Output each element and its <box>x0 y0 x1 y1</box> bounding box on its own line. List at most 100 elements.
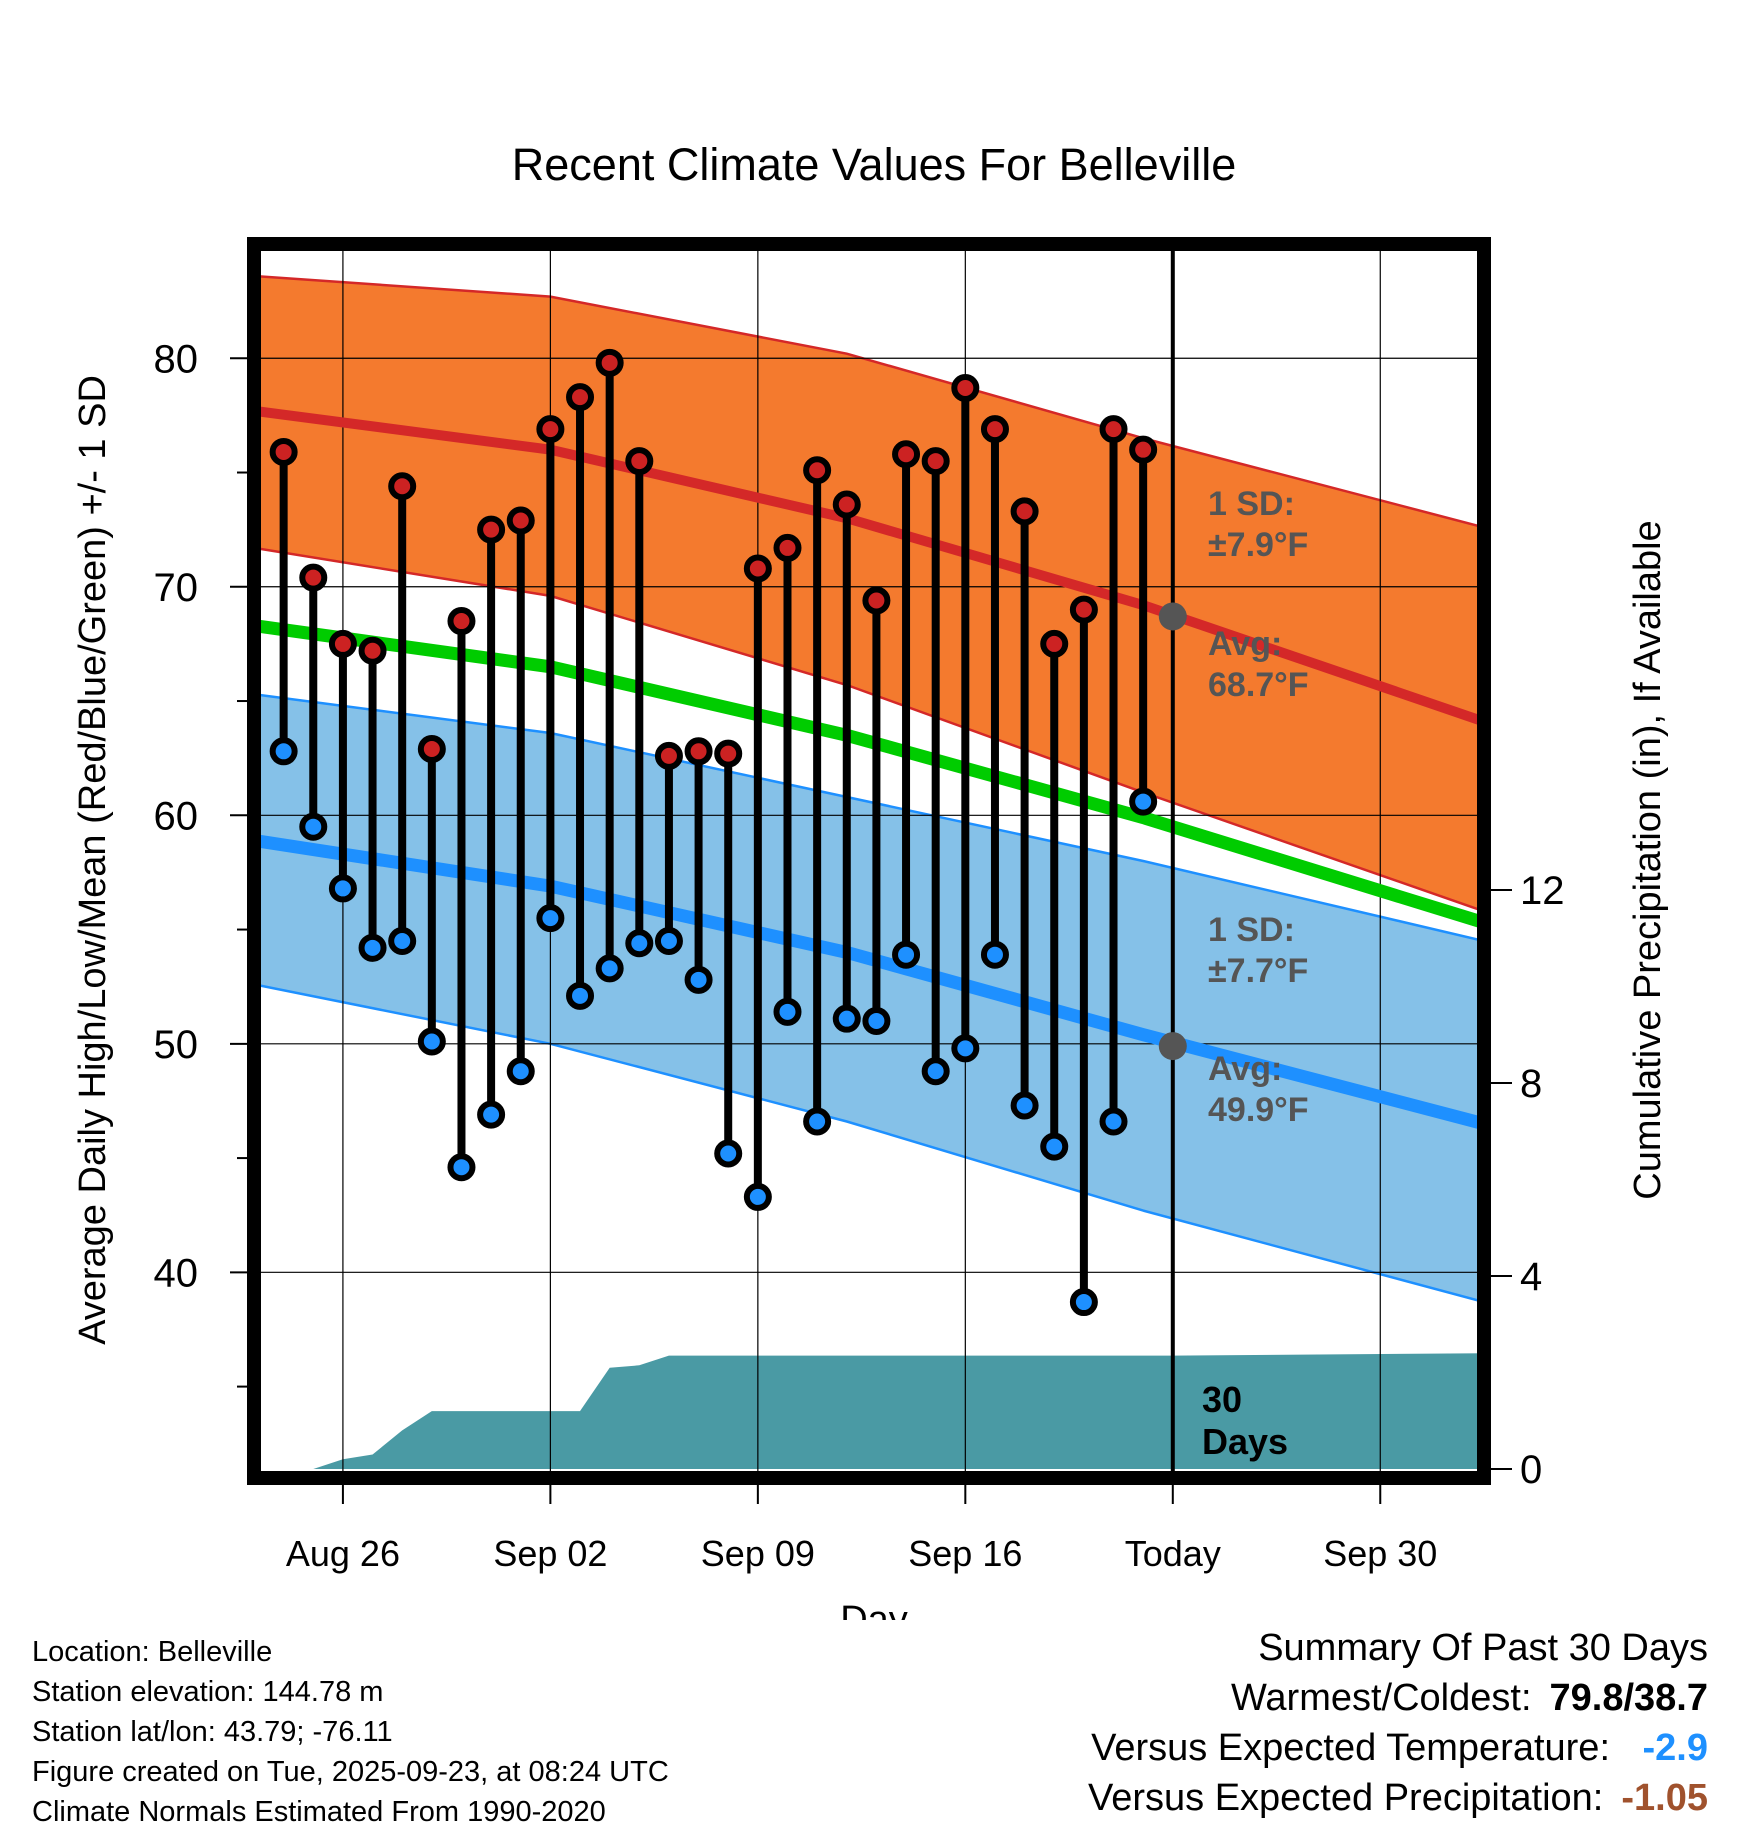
obs-low-day-19 <box>803 1107 832 1136</box>
summary-panel: Summary Of Past 30 Days Warmest/Coldest:… <box>1088 1623 1708 1823</box>
obs-high-day-26 <box>1010 497 1039 526</box>
obs-low-day-1 <box>269 737 298 766</box>
obs-high-day-29 <box>1099 415 1128 444</box>
summary-warm-cold-row: Warmest/Coldest: 79.8/38.7 <box>1088 1673 1708 1723</box>
elevation-text: Station elevation: 144.78 m <box>32 1676 384 1708</box>
obs-low-day-20 <box>832 1004 861 1033</box>
obs-high-day-19 <box>803 456 832 485</box>
high-sd-upper-edge <box>254 274 1484 529</box>
obs-low-day-18 <box>773 997 802 1026</box>
chart-title: Recent Climate Values For Belleville <box>512 139 1236 190</box>
today-high-avg-marker <box>1158 602 1187 631</box>
obs-high-day-3 <box>328 629 357 658</box>
days-label-word: Days <box>1202 1421 1288 1462</box>
warm-cold-label: Warmest/Coldest: <box>1230 1677 1532 1719</box>
obs-low-day-6 <box>417 1027 446 1056</box>
latlon-text: Station lat/lon: 43.79; -76.11 <box>32 1716 393 1748</box>
obs-low-day-23 <box>921 1057 950 1086</box>
obs-high-day-20 <box>832 490 861 519</box>
obs-high-day-21 <box>862 586 891 615</box>
location-text: Location: Belleville <box>32 1636 273 1668</box>
obs-low-day-8 <box>477 1100 506 1129</box>
obs-low-day-11 <box>566 981 595 1010</box>
axes: 40 50 60 70 80 0 4 8 12 Aug 26 Sep 02 Sep 09 Sep 16 T… <box>154 337 1565 1574</box>
days-label-number: 30 <box>1202 1379 1242 1420</box>
obs-high-day-18 <box>773 533 802 562</box>
normals-text: Climate Normals Estimated From 1990-2020 <box>32 1796 606 1828</box>
obs-low-day-7 <box>447 1153 476 1182</box>
x-tick-label-1: Sep 02 <box>493 1533 607 1574</box>
obs-low-day-13 <box>625 929 654 958</box>
obs-high-day-17 <box>743 554 772 583</box>
low-avg-label: Avg: <box>1208 1050 1282 1088</box>
obs-low-day-28 <box>1069 1288 1098 1317</box>
high-sd-label: 1 SD: <box>1208 485 1295 523</box>
obs-low-day-15 <box>684 965 713 994</box>
obs-high-day-25 <box>980 415 1009 444</box>
high-sd-value: ±7.9°F <box>1208 526 1308 564</box>
y-axis-left-label: Average Daily High/Low/Mean (Red/Blue/Gr… <box>72 375 114 1345</box>
precip-value: -1.05 <box>1621 1777 1708 1819</box>
obs-low-day-12 <box>595 954 624 983</box>
obs-high-day-2 <box>299 563 328 592</box>
y-left-tick-label-60: 60 <box>154 794 199 838</box>
low-sd-label: 1 SD: <box>1208 911 1295 949</box>
obs-low-day-10 <box>536 904 565 933</box>
x-tick-label-0: Aug 26 <box>286 1533 400 1574</box>
y-left-tick-label-80: 80 <box>154 337 199 381</box>
low-sd-band <box>254 694 1484 1302</box>
summary-precip-row: Versus Expected Precipitation: -1.05 <box>1088 1773 1708 1823</box>
x-tick-label-2: Sep 09 <box>701 1533 815 1574</box>
station-metadata: Location: Belleville Station elevation: … <box>32 1632 669 1832</box>
obs-high-day-4 <box>358 636 387 665</box>
y-right-tick-label-4: 4 <box>1520 1255 1542 1299</box>
obs-low-day-4 <box>358 933 387 962</box>
summary-temp-row: Versus Expected Temperature: -2.9 <box>1088 1723 1708 1773</box>
obs-high-day-1 <box>269 437 298 466</box>
x-tick-label-3: Sep 16 <box>908 1533 1022 1574</box>
obs-high-day-28 <box>1069 595 1098 624</box>
obs-high-day-12 <box>595 348 624 377</box>
obs-high-day-9 <box>506 506 535 535</box>
created-text: Figure created on Tue, 2025-09-23, at 08… <box>32 1756 669 1788</box>
obs-low-day-27 <box>1040 1132 1069 1161</box>
low-avg-value: 49.9°F <box>1208 1091 1309 1129</box>
obs-low-day-3 <box>328 874 357 903</box>
obs-high-day-10 <box>536 415 565 444</box>
obs-low-day-14 <box>654 926 683 955</box>
obs-low-day-29 <box>1099 1107 1128 1136</box>
climate-chart: Recent Climate Values For Belleville 405… <box>72 139 1669 1620</box>
high-avg-label: Avg: <box>1208 625 1282 663</box>
y-left-tick-label-50: 50 <box>154 1023 199 1067</box>
plot-overlay <box>269 244 1187 1478</box>
precip-label: Versus Expected Precipitation: <box>1087 1777 1604 1819</box>
obs-high-day-14 <box>654 741 683 770</box>
x-axis-label: Day <box>840 1599 908 1620</box>
x-tick-label-4: Today <box>1125 1533 1221 1574</box>
y-left-tick-label-40: 40 <box>154 1251 199 1295</box>
obs-low-day-16 <box>714 1139 743 1168</box>
today-low-avg-marker <box>1158 1032 1187 1061</box>
obs-high-day-13 <box>625 447 654 476</box>
obs-low-day-9 <box>506 1057 535 1086</box>
obs-high-day-27 <box>1040 629 1069 658</box>
plot-frame <box>247 237 1491 1485</box>
obs-high-day-7 <box>447 607 476 636</box>
obs-low-day-17 <box>743 1182 772 1211</box>
plot-area <box>254 244 1484 1478</box>
y-left-tick-label-70: 70 <box>154 566 199 610</box>
obs-low-day-21 <box>862 1006 891 1035</box>
obs-low-day-22 <box>892 940 921 969</box>
low-sd-value: ±7.7°F <box>1208 952 1308 990</box>
y-right-tick-label-0: 0 <box>1520 1448 1542 1492</box>
obs-low-day-24 <box>951 1034 980 1063</box>
warm-cold-value: 79.8/38.7 <box>1549 1677 1708 1719</box>
obs-high-day-6 <box>417 735 446 764</box>
obs-high-day-5 <box>388 472 417 501</box>
summary-heading: Summary Of Past 30 Days <box>1258 1627 1708 1669</box>
temp-value: -2.9 <box>1642 1727 1708 1769</box>
obs-low-day-5 <box>388 926 417 955</box>
high-avg-value: 68.7°F <box>1208 666 1309 704</box>
obs-high-day-23 <box>921 447 950 476</box>
obs-high-day-16 <box>714 739 743 768</box>
